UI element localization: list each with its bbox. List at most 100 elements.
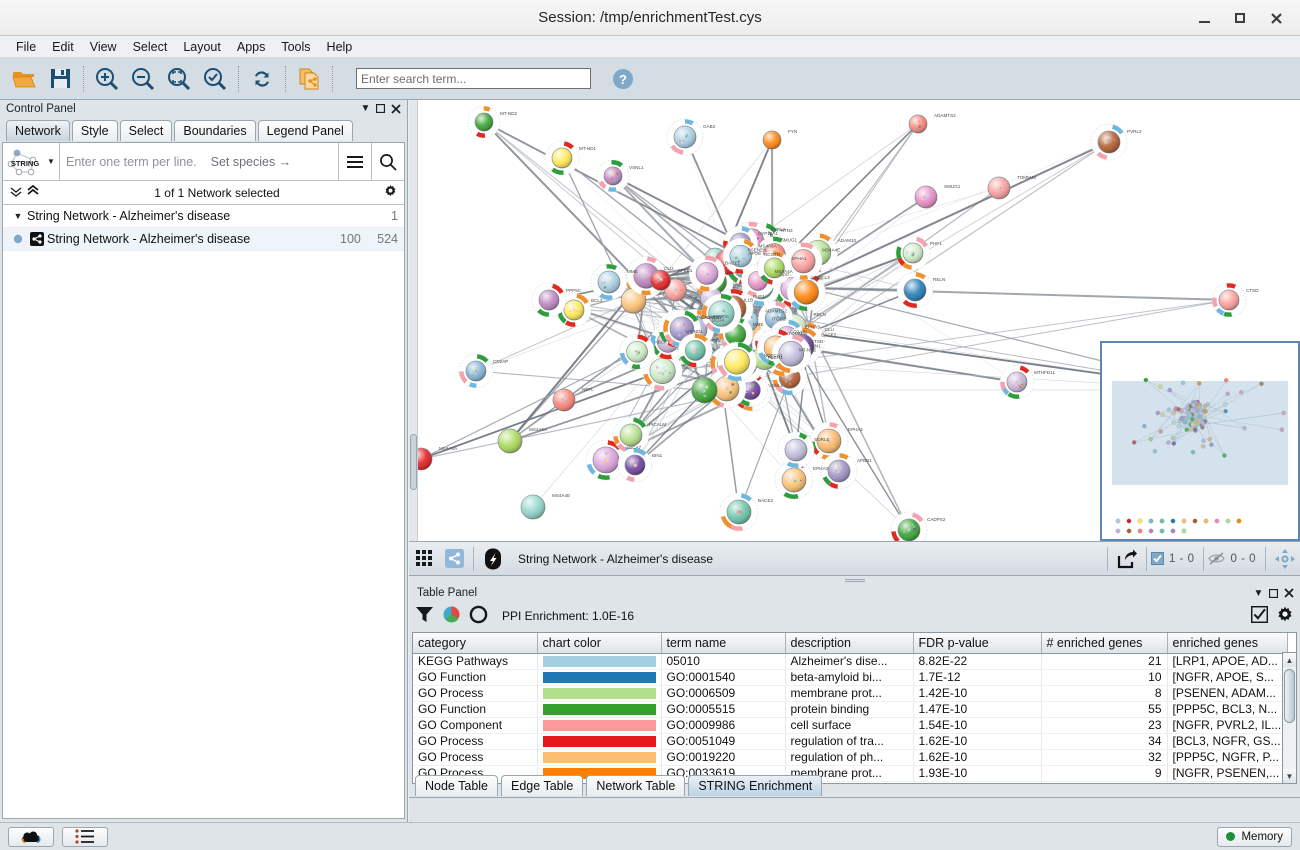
network-node[interactable] [890, 511, 928, 542]
network-node[interactable] [617, 447, 653, 483]
network-node[interactable] [722, 237, 759, 275]
export-image-icon[interactable] [1112, 546, 1142, 572]
zoom-in-icon[interactable] [89, 61, 125, 97]
zoom-out-icon[interactable] [125, 61, 161, 97]
chevron-down-icon[interactable]: ▼ [1253, 587, 1264, 599]
network-tree-root-row[interactable]: ▼ String Network - Alzheimer's disease 1 [3, 205, 404, 228]
search-icon[interactable] [371, 143, 404, 180]
scroll-down-arrow-icon[interactable]: ▼ [1283, 769, 1296, 783]
pan-navigator-icon[interactable] [1270, 546, 1300, 572]
close-panel-icon[interactable] [1281, 586, 1296, 601]
table-row[interactable]: KEGG Pathways 05010 Alzheimer's dise... 8.8… [413, 653, 1288, 670]
pie-chart-icon[interactable] [442, 605, 461, 627]
close-panel-icon[interactable] [388, 101, 403, 116]
column-header-description[interactable]: description [785, 633, 914, 654]
menu-help[interactable]: Help [326, 39, 353, 54]
table-row[interactable]: GO Process GO:0051049 regulation of tra...… [413, 733, 1288, 750]
network-node[interactable] [777, 431, 815, 469]
grid-layout-icon[interactable] [409, 546, 439, 572]
network-node[interactable] [771, 333, 812, 374]
menu-view[interactable]: View [89, 39, 117, 54]
refresh-icon[interactable] [244, 61, 280, 97]
birds-eye-view[interactable] [1100, 341, 1300, 541]
tab-network[interactable]: Network [6, 120, 70, 141]
zoom-fit-icon[interactable] [161, 61, 197, 97]
network-node[interactable] [677, 333, 713, 368]
network-node[interactable] [1211, 282, 1247, 318]
network-node[interactable] [497, 428, 523, 454]
checkbox-checked-icon[interactable] [1250, 605, 1269, 626]
network-vertical-scrollbar[interactable] [409, 100, 418, 541]
donut-ring-icon[interactable] [469, 605, 488, 627]
float-panel-icon[interactable] [1266, 586, 1281, 601]
memory-status-button[interactable]: Memory [1217, 826, 1292, 847]
column-header-enriched-genes[interactable]: enriched genes [1167, 633, 1288, 654]
checkbox-checked-icon[interactable] [1150, 552, 1164, 565]
network-node[interactable] [620, 287, 647, 314]
network-node[interactable] [552, 388, 576, 412]
birds-eye-viewport-rect[interactable] [1112, 381, 1288, 485]
network-node[interactable] [774, 460, 814, 500]
table-row[interactable]: GO Function GO:0005515 protein binding 1.47… [413, 701, 1288, 718]
string-db-dropdown-icon[interactable]: ▼ [47, 157, 55, 166]
task-list-icon[interactable] [62, 826, 108, 847]
maximize-button[interactable] [1222, 3, 1258, 33]
minimize-button[interactable] [1186, 3, 1222, 33]
network-node[interactable] [987, 176, 1011, 200]
string-network-graph[interactable]: MT-ND2 MT-ND1 VSNL1 GAB2 FYN ADAMTS2 SMUG1 TOMM… [409, 100, 1300, 542]
network-tree-child-row[interactable]: String Network - Alzheimer's disease 100… [3, 228, 404, 251]
network-node[interactable] [531, 282, 567, 318]
network-node[interactable] [544, 140, 580, 176]
hamburger-menu-icon[interactable] [338, 143, 371, 180]
annotation-icon[interactable] [478, 546, 508, 572]
filter-funnel-icon[interactable] [415, 605, 434, 627]
tab-network-table[interactable]: Network Table [586, 775, 686, 796]
save-session-icon[interactable] [42, 61, 78, 97]
network-node[interactable] [895, 235, 931, 271]
network-node[interactable] [786, 272, 826, 312]
enrichment-scrollbar-thumb[interactable] [1284, 669, 1295, 723]
network-node[interactable] [757, 250, 792, 286]
zoom-selected-icon[interactable] [197, 61, 233, 97]
cloud-status-icon[interactable] [8, 826, 54, 847]
network-node[interactable] [914, 185, 938, 209]
menu-apps[interactable]: Apps [236, 39, 266, 54]
table-row[interactable]: GO Process GO:0019220 regulation of ph... 1… [413, 749, 1288, 766]
network-scrollbar-thumb[interactable] [410, 434, 417, 490]
network-node[interactable] [596, 159, 630, 193]
menu-select[interactable]: Select [132, 39, 168, 54]
table-row[interactable]: GO Process GO:0006509 membrane prot... 1.42… [413, 685, 1288, 702]
network-node[interactable] [650, 269, 671, 291]
tab-edge-table[interactable]: Edge Table [501, 775, 584, 796]
table-row[interactable]: GO Component GO:0009986 cell surface 1.54E-… [413, 717, 1288, 734]
tab-node-table[interactable]: Node Table [415, 775, 499, 796]
scroll-up-arrow-icon[interactable]: ▲ [1283, 653, 1296, 667]
network-node[interactable] [908, 114, 928, 134]
gear-icon[interactable] [383, 184, 398, 202]
column-header-category[interactable]: category [413, 633, 538, 654]
tab-string-enrichment[interactable]: STRING Enrichment [688, 775, 823, 796]
network-node[interactable] [820, 452, 858, 490]
tab-boundaries[interactable]: Boundaries [174, 120, 256, 141]
network-share-icon[interactable] [439, 546, 469, 572]
string-logo-icon[interactable]: STRING [3, 143, 47, 180]
hidden-eye-icon[interactable] [1208, 552, 1226, 565]
network-node[interactable] [619, 333, 655, 370]
network-node[interactable] [467, 105, 501, 139]
network-node[interactable] [784, 242, 823, 281]
network-node[interactable] [688, 255, 726, 292]
network-node[interactable] [762, 130, 782, 150]
network-node[interactable] [642, 350, 683, 391]
network-node[interactable] [691, 377, 718, 404]
network-node[interactable] [999, 364, 1035, 400]
network-node[interactable] [458, 353, 494, 389]
network-node[interactable] [612, 416, 650, 454]
tab-select[interactable]: Select [119, 120, 173, 141]
export-network-icon[interactable] [291, 61, 327, 97]
column-header-enriched-count[interactable]: # enriched genes [1041, 633, 1168, 654]
expand-all-icon[interactable] [26, 184, 40, 201]
network-node[interactable] [1090, 123, 1128, 161]
open-session-icon[interactable] [6, 61, 42, 97]
network-node[interactable] [896, 271, 934, 309]
network-view-canvas[interactable]: MT-ND2 MT-ND1 VSNL1 GAB2 FYN ADAMTS2 SMUG1 TOMM… [409, 100, 1300, 542]
